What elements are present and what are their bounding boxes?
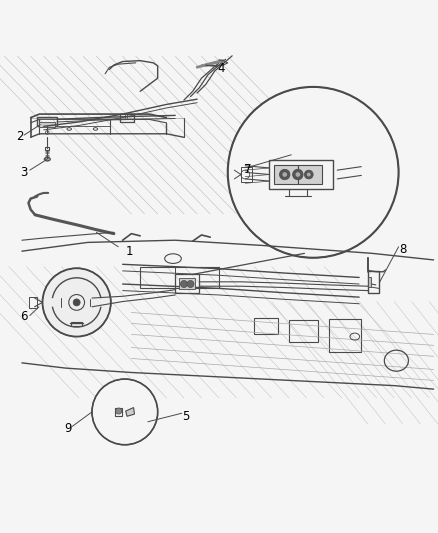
Bar (274, 165, 298, 184)
Bar (29, 297, 37, 308)
Text: 3: 3 (21, 166, 28, 179)
Circle shape (116, 408, 122, 414)
Bar (115, 408, 122, 416)
Ellipse shape (44, 157, 50, 161)
Polygon shape (126, 408, 134, 416)
Bar (241, 167, 252, 182)
Circle shape (293, 169, 303, 180)
Text: 5: 5 (183, 410, 190, 423)
Bar (45, 147, 49, 150)
Circle shape (228, 87, 399, 258)
Bar (298, 165, 322, 184)
Circle shape (307, 172, 311, 177)
Circle shape (304, 170, 313, 179)
Text: 8: 8 (399, 244, 406, 256)
Circle shape (180, 280, 187, 287)
Bar (71, 322, 82, 326)
Bar (328, 319, 361, 352)
Circle shape (73, 299, 80, 306)
Circle shape (42, 268, 111, 336)
Bar (39, 122, 55, 127)
Circle shape (282, 172, 287, 177)
Circle shape (279, 169, 290, 180)
Circle shape (92, 379, 158, 445)
Bar (254, 318, 278, 334)
Text: 6: 6 (20, 310, 28, 324)
Bar (175, 274, 199, 293)
Text: 7: 7 (244, 163, 251, 176)
Bar (269, 160, 333, 189)
Bar (140, 266, 219, 288)
Bar (289, 320, 318, 342)
Bar (120, 114, 134, 122)
Circle shape (295, 172, 300, 177)
Text: 1: 1 (125, 245, 133, 257)
Bar (179, 278, 195, 289)
Text: 4: 4 (217, 62, 225, 75)
Text: 9: 9 (64, 422, 72, 435)
Bar (368, 277, 371, 287)
Circle shape (187, 280, 194, 287)
Bar (368, 271, 379, 293)
Bar (37, 117, 57, 126)
Text: 2: 2 (16, 131, 24, 143)
